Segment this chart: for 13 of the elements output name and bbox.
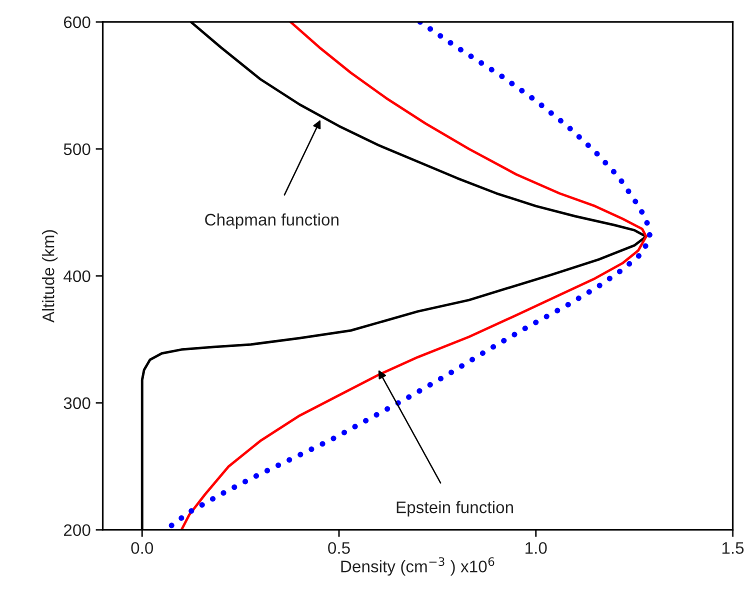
x-tick-label: 1.0	[526, 542, 547, 554]
y-tick-label: 600	[64, 16, 90, 28]
x-axis-title: Density (cm$^{−3}$ ) x10$^{6}$	[341, 557, 494, 576]
y-tick-label: 300	[64, 397, 90, 410]
annotation: Epstein function	[396, 500, 513, 517]
x-tick-label: 0.0	[131, 542, 154, 554]
annotation: Chapman function	[205, 213, 338, 229]
y-axis-title: Altitude (km)	[42, 230, 58, 323]
x-tick-label: 0.5	[328, 542, 350, 554]
x-tick-label: 1.5	[722, 542, 744, 554]
y-tick-label: 200	[64, 524, 90, 536]
y-tick-label: 500	[64, 143, 90, 156]
y-tick-label: 400	[64, 270, 90, 282]
